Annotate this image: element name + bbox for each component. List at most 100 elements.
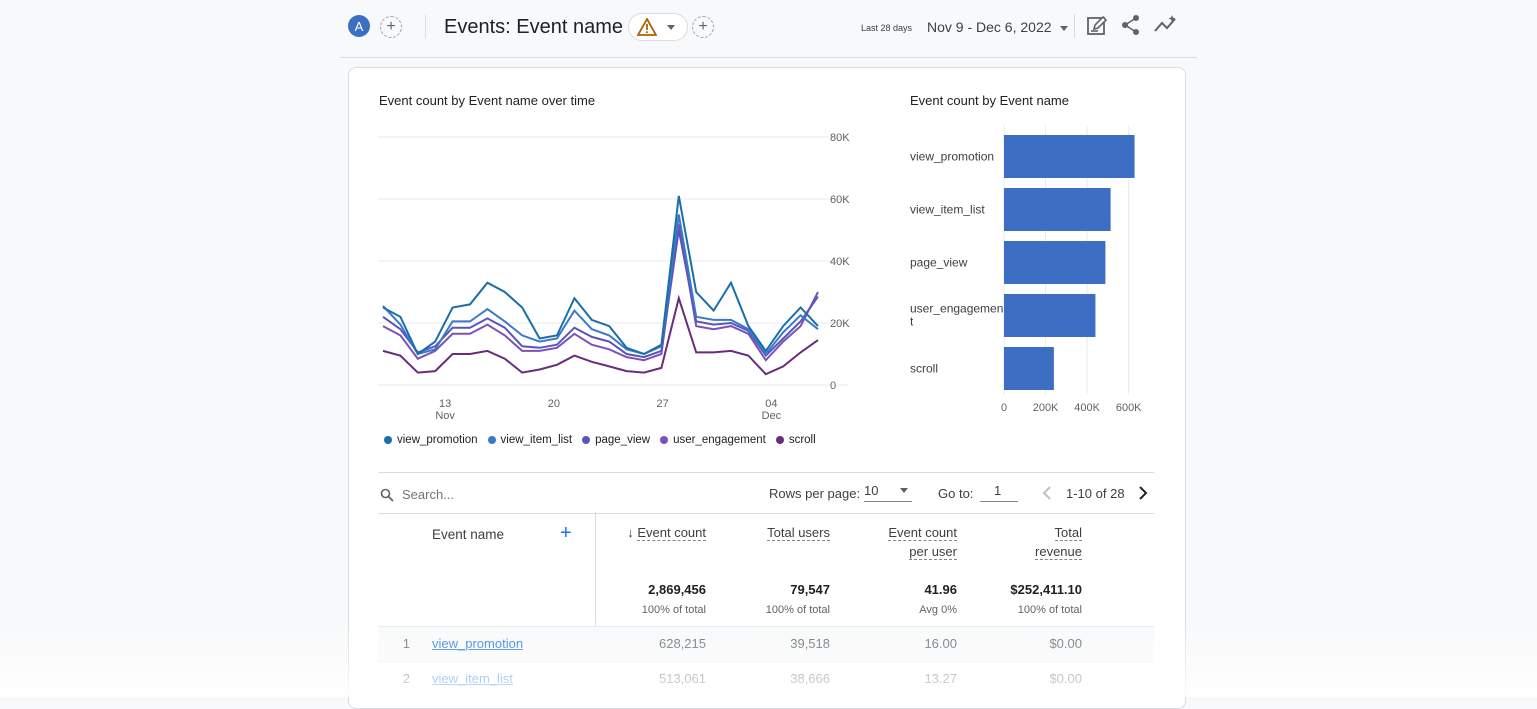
share-icon[interactable] xyxy=(1120,14,1142,36)
column-header-event-count[interactable]: ↓ Event count xyxy=(606,523,706,542)
legend-item[interactable]: user_engagement xyxy=(660,434,766,446)
total-value: 2,869,456 xyxy=(648,582,706,597)
bar-category-label: page_view xyxy=(910,256,968,270)
column-header-total-users[interactable]: Total users xyxy=(730,523,830,542)
bar-scroll[interactable] xyxy=(1004,347,1054,390)
total-subtext: 100% of total xyxy=(765,604,830,616)
chevron-left-icon[interactable] xyxy=(1041,485,1053,501)
total-value: 79,547 xyxy=(790,582,830,597)
series-line-view-item-list[interactable] xyxy=(382,214,819,356)
total-value: $252,411.10 xyxy=(1010,582,1082,597)
x-tick-label: 0 xyxy=(1001,402,1007,414)
column-header-label: per user xyxy=(909,544,957,560)
legend-item[interactable]: page_view xyxy=(582,434,650,446)
column-header-total-revenue[interactable]: Total revenue xyxy=(982,523,1082,561)
goto-input[interactable]: 1 xyxy=(980,481,1018,502)
legend-item[interactable]: view_promotion xyxy=(384,434,478,446)
event-name-link[interactable]: view_promotion xyxy=(432,636,524,651)
column-divider xyxy=(595,512,596,661)
series-line-view-promotion[interactable] xyxy=(382,195,819,356)
x-tick-label: 400K xyxy=(1074,402,1100,414)
chevron-right-icon[interactable] xyxy=(1137,485,1149,501)
series-line-user-engagement[interactable] xyxy=(382,223,819,362)
total-subtext: 100% of total xyxy=(641,604,706,616)
report-header: A + Events: Event name + Last 28 days No… xyxy=(340,0,1197,58)
legend-swatch xyxy=(487,436,496,444)
chevron-down-icon xyxy=(667,25,675,30)
bar-chart-title: Event count by Event name xyxy=(910,93,1069,108)
x-tick-sublabel: Nov xyxy=(435,410,455,422)
cell-value: 39,518 xyxy=(790,636,830,651)
cell-value: $0.00 xyxy=(1049,671,1082,686)
legend-item[interactable]: view_item_list xyxy=(487,434,573,446)
sort-down-icon: ↓ xyxy=(627,525,634,540)
customize-report-icon[interactable] xyxy=(1086,15,1108,37)
bar-chart: 0 200K 400K 600K view_promotion view_item_lis… xyxy=(910,125,1142,414)
x-tick-label: 04 xyxy=(765,398,777,410)
column-header-label: Total xyxy=(1054,525,1082,541)
legend-item[interactable]: scroll xyxy=(775,434,816,446)
bar-category-label: view_promotion xyxy=(910,150,994,164)
rows-per-page-label: Rows per page: xyxy=(769,486,861,501)
line-chart-title: Event count by Event name over time xyxy=(379,93,596,108)
goto-value: 1 xyxy=(994,483,1002,498)
date-range-value: Nov 9 - Dec 6, 2022 xyxy=(927,19,1052,35)
page-title: Events: Event name xyxy=(444,16,623,38)
rows-per-page-select[interactable]: 10 xyxy=(864,481,912,502)
rows-per-page-value: 10 xyxy=(864,483,879,498)
avatar-letter: A xyxy=(354,18,364,34)
add-comparison-icon[interactable]: + xyxy=(380,16,402,38)
cell-value: 13.27 xyxy=(924,671,957,686)
legend-label: view_item_list xyxy=(500,434,573,446)
column-header-label: Event count xyxy=(637,525,706,541)
y-tick-label: 20K xyxy=(830,318,850,330)
column-header-event-count-per-user[interactable]: Event count per user xyxy=(857,523,957,561)
pagination-range: 1-10 of 28 xyxy=(1066,486,1125,501)
legend-label: scroll xyxy=(788,434,816,446)
search-input[interactable] xyxy=(400,483,604,505)
column-header-label: revenue xyxy=(1035,544,1082,560)
table-toolbar: Rows per page: 10 Go to: 1 1-10 of 28 xyxy=(378,472,1154,514)
legend-label: user_engagement xyxy=(673,434,766,446)
cell-value: $0.00 xyxy=(1049,636,1082,651)
legend-swatch xyxy=(384,436,392,444)
total-subtext: 100% of total xyxy=(1017,604,1082,616)
date-range-picker[interactable]: Nov 9 - Dec 6, 2022 xyxy=(927,19,1069,35)
row-rank: 1 xyxy=(402,636,410,651)
x-tick-sublabel: Dec xyxy=(762,410,782,422)
column-header-label: Event count xyxy=(888,525,957,541)
warning-chip[interactable] xyxy=(628,13,688,41)
row-rank: 2 xyxy=(402,671,410,686)
table-row: 1 view_promotion 628,215 39,518 16.00 $0… xyxy=(378,626,1154,661)
series-line-page-view[interactable] xyxy=(382,229,819,359)
bar-page-view[interactable] xyxy=(1004,241,1106,284)
x-tick-label: 600K xyxy=(1116,402,1142,414)
insights-icon[interactable] xyxy=(1153,14,1179,36)
chevron-down-icon xyxy=(900,488,908,493)
y-tick-label: 40K xyxy=(830,256,850,268)
bar-view-item-list[interactable] xyxy=(1004,188,1111,231)
table-header: Event name + ↓ Event count Total users E… xyxy=(378,512,1154,661)
divider xyxy=(1074,14,1075,38)
cell-value: 16.00 xyxy=(924,636,957,651)
x-tick-label: 27 xyxy=(657,398,669,410)
dimension-header[interactable]: Event name xyxy=(432,527,505,542)
goto-label: Go to: xyxy=(938,486,974,501)
x-tick-label: 20 xyxy=(548,398,560,410)
chevron-down-icon xyxy=(1060,25,1069,31)
x-tick-label: 200K xyxy=(1033,402,1059,414)
bar-category-label: view_item_list xyxy=(910,203,985,217)
comparison-avatar[interactable]: A xyxy=(348,15,370,37)
add-icon[interactable]: + xyxy=(692,16,714,38)
column-header-label: Total users xyxy=(767,525,830,541)
legend-label: view_promotion xyxy=(397,434,478,446)
divider xyxy=(425,15,426,39)
bar-user-engagement[interactable] xyxy=(1004,294,1096,337)
add-dimension-icon[interactable]: + xyxy=(560,522,572,544)
series-line-scroll[interactable] xyxy=(382,294,819,376)
bar-view-promotion[interactable] xyxy=(1004,135,1135,178)
legend-label: page_view xyxy=(595,434,651,446)
event-name-link[interactable]: view_item_list xyxy=(432,671,513,686)
legend-swatch xyxy=(775,436,784,444)
